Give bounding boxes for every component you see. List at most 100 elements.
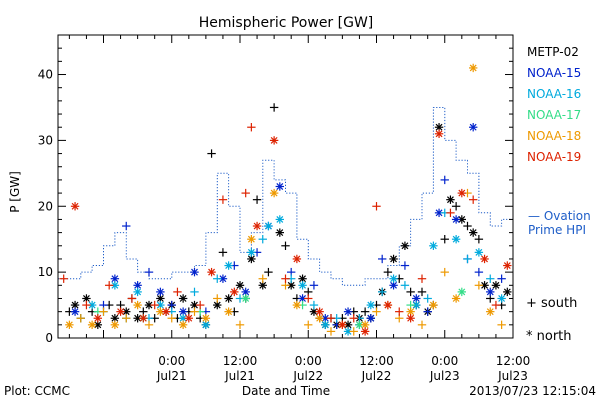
north-point	[451, 294, 461, 303]
north-point	[116, 307, 125, 316]
south-point	[252, 195, 262, 204]
south-point	[264, 267, 273, 277]
south-point	[150, 300, 159, 310]
south-point	[76, 314, 85, 323]
south-point	[417, 320, 427, 330]
south-point	[423, 307, 432, 316]
north-point	[468, 228, 478, 237]
x-ticks: 0:00Jul2112:00Jul210:00Jul2212:00Jul220:…	[68, 35, 530, 383]
north-point	[178, 294, 188, 303]
north-point	[133, 281, 142, 290]
north-point	[201, 314, 211, 323]
north-point	[457, 287, 467, 297]
north-point	[321, 320, 330, 330]
north-point	[241, 294, 250, 303]
north-point	[468, 63, 478, 73]
south-point	[213, 294, 222, 303]
south-point	[304, 294, 313, 303]
series-noaa-18	[65, 63, 506, 336]
north-point	[247, 234, 256, 244]
ovation-step-line	[58, 107, 514, 286]
x-tick-time-label: 0:00	[158, 354, 185, 368]
x-tick-date-label: Jul22	[361, 369, 392, 383]
y-tick-label: 30	[38, 133, 53, 147]
south-point	[218, 248, 228, 257]
south-point	[241, 188, 250, 198]
north-point	[269, 188, 279, 198]
north-point	[178, 320, 188, 330]
south-point	[486, 274, 495, 283]
north-point	[429, 300, 438, 310]
north-point	[366, 314, 376, 323]
legend-entry-noaa-19: NOAA-19	[527, 150, 581, 164]
footer-center: Date and Time	[242, 384, 330, 398]
south-point	[451, 202, 461, 211]
chart-title: Hemispheric Power [GW]	[199, 15, 374, 31]
plot-frame	[57, 34, 514, 339]
north-point	[383, 300, 393, 310]
north-point	[298, 281, 307, 290]
north-point	[178, 314, 188, 323]
south-point	[190, 287, 199, 297]
south-point	[218, 195, 228, 204]
north-point	[486, 307, 495, 316]
north-point	[235, 281, 245, 290]
north-point	[133, 300, 142, 310]
south-point	[122, 221, 131, 231]
north-point	[338, 320, 347, 330]
south-point	[190, 307, 199, 316]
north-point	[224, 294, 233, 303]
south-point	[497, 274, 506, 283]
south-point	[474, 267, 484, 277]
south-point	[309, 300, 319, 310]
ovation-curve	[58, 107, 514, 286]
south-point	[474, 234, 484, 244]
y-tick-label: 0	[45, 331, 53, 345]
south-point	[258, 274, 267, 283]
x-tick-time-label: 0:00	[295, 354, 322, 368]
south-point	[122, 314, 131, 323]
south-point	[258, 234, 267, 244]
south-point	[82, 300, 91, 310]
north-point	[468, 123, 478, 132]
south-point	[127, 294, 137, 303]
north-point	[360, 327, 370, 336]
north-point	[457, 188, 467, 198]
y-tick-label: 20	[38, 199, 53, 213]
north-point	[133, 287, 142, 297]
north-point	[230, 287, 239, 297]
north-point	[139, 314, 148, 323]
south-point	[349, 327, 358, 336]
north-point	[247, 248, 256, 257]
north-point	[429, 241, 438, 250]
north-point	[269, 136, 279, 145]
north-point	[207, 267, 216, 277]
x-tick-date-label: Jul23	[497, 369, 528, 383]
south-point	[372, 202, 381, 211]
y-ticks: 0 10 20 30 40	[38, 34, 513, 345]
north-point	[275, 215, 285, 224]
x-tick-date-label: Jul21	[224, 369, 255, 383]
x-tick-time-label: 12:00	[359, 354, 394, 368]
north-point	[503, 261, 512, 270]
south-point	[281, 241, 290, 250]
north-point	[161, 307, 171, 316]
north-point	[218, 274, 228, 283]
south-point	[304, 320, 313, 330]
north-point	[400, 241, 410, 250]
north-point	[292, 300, 302, 310]
south-point	[440, 175, 449, 185]
ovation-label-line2: Prime HPI	[528, 223, 586, 237]
south-point	[497, 320, 506, 330]
south-point	[195, 300, 205, 310]
axes	[57, 34, 514, 339]
north-point	[70, 307, 80, 316]
x-tick-date-label: Jul23	[429, 369, 460, 383]
north-point	[264, 221, 273, 231]
series-noaa-17	[93, 287, 467, 330]
y-tick-label: 40	[38, 68, 53, 82]
north-point	[247, 254, 256, 264]
x-tick-date-label: Jul22	[292, 369, 323, 383]
north-point	[446, 195, 455, 204]
north-point	[406, 314, 415, 323]
